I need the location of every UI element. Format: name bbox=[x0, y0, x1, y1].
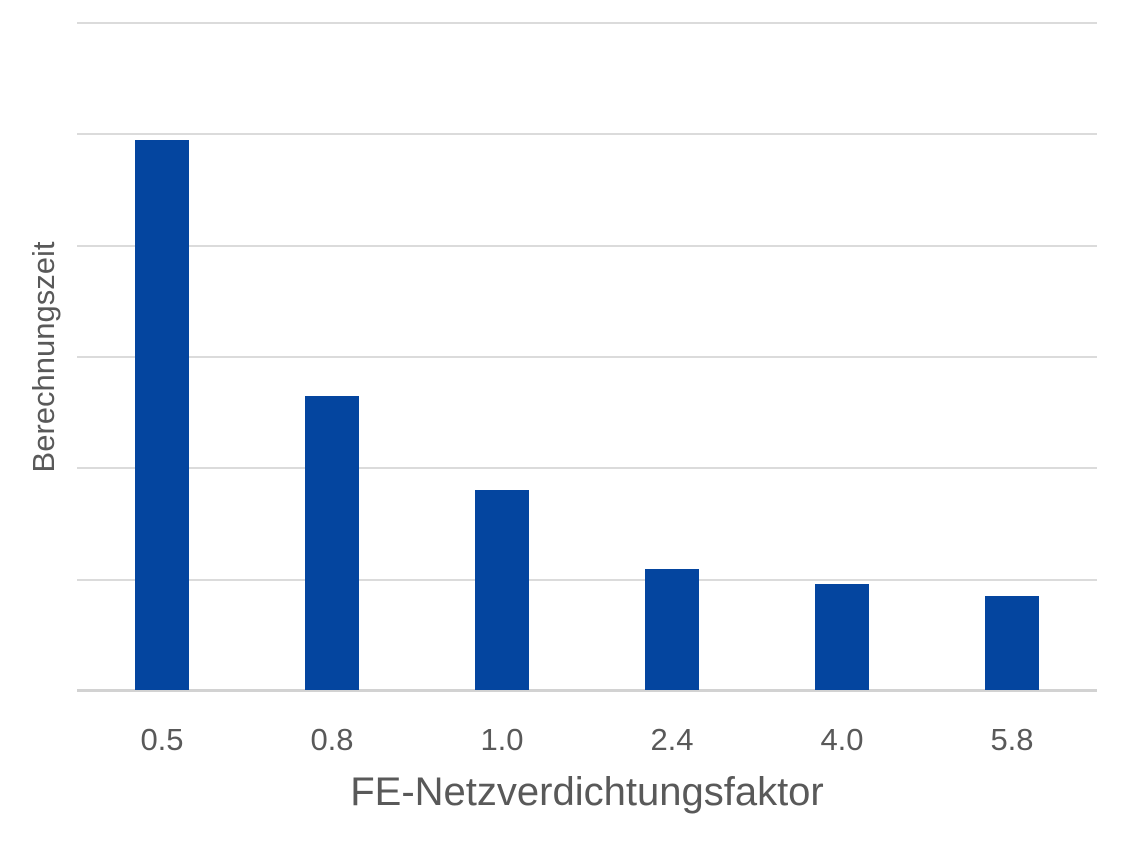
x-tick-label: 0.5 bbox=[140, 722, 184, 757]
bar-2.4 bbox=[645, 568, 699, 690]
x-tick-label: 2.4 bbox=[650, 722, 694, 757]
x-tick-label: 5.8 bbox=[990, 722, 1034, 757]
gridline bbox=[77, 356, 1097, 358]
bar-0.5 bbox=[135, 140, 189, 690]
bar-4.0 bbox=[815, 584, 869, 690]
bar-0.8 bbox=[305, 396, 359, 690]
x-tick-label: 0.8 bbox=[310, 722, 354, 757]
gridline bbox=[77, 133, 1097, 136]
y-axis-title: Berechnungszeit bbox=[26, 241, 61, 473]
gridline bbox=[77, 467, 1097, 470]
x-tick-label: 4.0 bbox=[820, 722, 864, 757]
bar-1.0 bbox=[475, 489, 529, 690]
plot-area bbox=[77, 22, 1097, 692]
gridline bbox=[77, 22, 1097, 24]
gridline bbox=[77, 578, 1097, 581]
x-tick-label: 1.0 bbox=[480, 722, 524, 757]
x-axis-title: FE-Netzverdichtungsfaktor bbox=[350, 770, 824, 814]
bar-5.8 bbox=[985, 596, 1039, 690]
gridline bbox=[77, 244, 1097, 247]
x-axis-line bbox=[77, 689, 1097, 692]
